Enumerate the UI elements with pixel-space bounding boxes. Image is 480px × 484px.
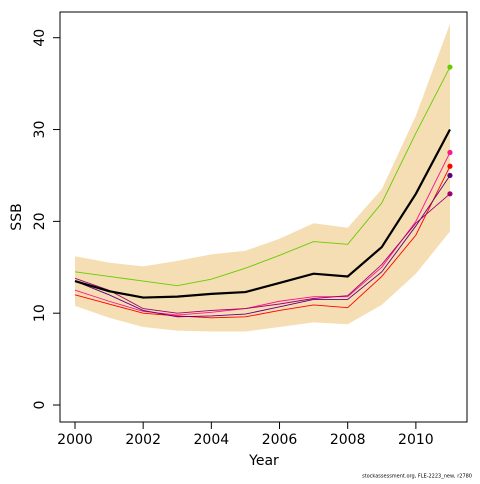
footnote: stockassessment.org, FLE-2223_new, r2780 <box>362 474 472 480</box>
series-line <box>74 66 451 287</box>
x-tick-label: 2000 <box>57 432 93 448</box>
series-line <box>74 175 451 318</box>
series-line <box>74 193 451 314</box>
y-axis-label: SSB <box>9 203 25 230</box>
x-axis-label: Year <box>248 453 279 469</box>
end-point <box>447 191 453 197</box>
y-tick-label: 10 <box>32 304 48 322</box>
y-tick-label: 40 <box>32 29 48 47</box>
series-line <box>74 129 451 299</box>
plot-frame <box>59 11 468 423</box>
end-point <box>447 172 453 179</box>
x-tick-label: 2002 <box>125 432 161 448</box>
series-line <box>74 152 451 316</box>
y-tick-label: 0 <box>32 401 48 410</box>
confidence-band <box>74 23 450 332</box>
x-tick-label: 2004 <box>194 432 230 448</box>
x-tick-label: 2006 <box>262 432 298 448</box>
end-point <box>447 149 453 156</box>
end-point <box>447 163 453 169</box>
x-tick-label: 2010 <box>398 432 434 448</box>
y-tick-label: 30 <box>32 121 48 139</box>
series-line <box>74 166 451 319</box>
x-tick-label: 2008 <box>330 432 366 448</box>
y-tick-label: 20 <box>32 212 48 230</box>
end-point <box>447 64 453 70</box>
